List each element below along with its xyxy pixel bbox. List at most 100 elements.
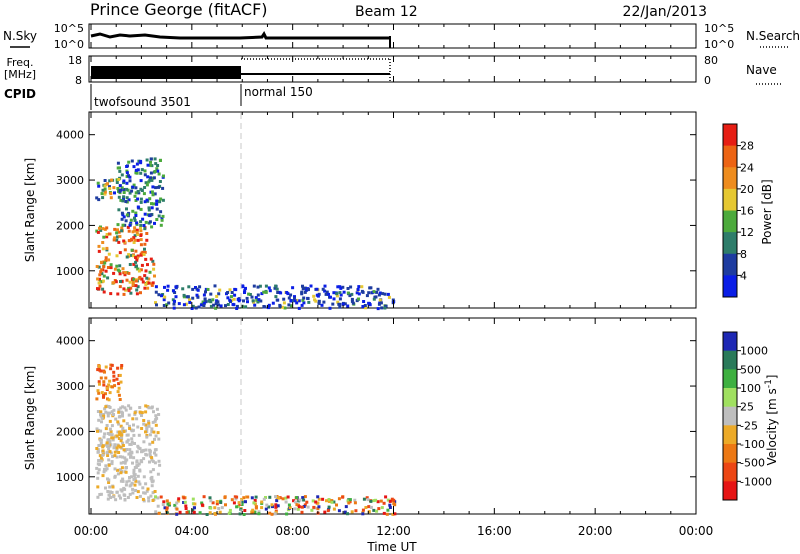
scatter-cell <box>204 287 208 291</box>
scatter-cell <box>160 217 164 220</box>
scatter-cell <box>144 269 148 273</box>
scatter-cell <box>246 300 249 304</box>
power-colorbar: 28 24 20 16 12 8 4 <box>722 123 754 298</box>
scatter-cell <box>159 197 163 201</box>
scatter-cell <box>172 306 176 310</box>
scatter-cell <box>316 495 320 499</box>
scatter-cell <box>147 419 151 423</box>
scatter-cell <box>215 502 219 506</box>
scatter-cell <box>133 234 137 238</box>
scatter-cell <box>188 301 192 304</box>
cpid-label: CPID <box>4 87 36 101</box>
scatter-cell <box>139 243 143 247</box>
colorbar-segment <box>723 481 737 501</box>
scatter-cell <box>130 475 134 479</box>
scatter-cell <box>139 223 143 227</box>
scatter-cell <box>135 292 139 296</box>
scatter-cell <box>96 389 100 393</box>
scatter-cell <box>150 283 154 287</box>
scatter-cell <box>147 180 151 184</box>
scatter-cell <box>312 294 316 298</box>
scatter-cell <box>181 287 185 291</box>
scatter-cell <box>165 499 169 503</box>
scatter-cell <box>302 505 306 508</box>
scatter-cell <box>139 207 143 211</box>
scatter-cell <box>118 373 122 377</box>
scatter-cell <box>144 410 148 414</box>
scatter-cell <box>149 257 153 261</box>
scatter-cell <box>277 496 281 500</box>
scatter-cell <box>120 173 124 177</box>
scatter-cell <box>103 192 107 196</box>
scatter-cell <box>295 496 299 500</box>
scatter-cell <box>194 286 197 289</box>
scatter-cell <box>128 448 132 452</box>
scatter-cell <box>270 512 274 516</box>
scatter-cell <box>154 285 158 289</box>
y-tick-label: 3000 <box>56 380 84 393</box>
scatter-cell <box>95 265 99 268</box>
scatter-cell <box>106 490 110 493</box>
scatter-cell <box>254 296 258 300</box>
scatter-cell <box>119 410 123 414</box>
scatter-cell <box>134 168 138 172</box>
scatter-cell <box>190 307 194 310</box>
scatter-cell <box>129 442 133 446</box>
scatter-cell <box>323 510 327 514</box>
scatter-cell <box>157 413 161 416</box>
scatter-cell <box>97 391 101 395</box>
scatter-cell <box>327 505 331 509</box>
scatter-cell <box>154 423 158 427</box>
scatter-cell <box>294 500 297 504</box>
scatter-cell <box>135 221 139 225</box>
scatter-cell <box>291 286 295 290</box>
scatter-cell <box>143 247 146 251</box>
scatter-cell <box>154 434 158 438</box>
scatter-cell <box>281 305 284 309</box>
scatter-cell <box>131 230 135 234</box>
scatter-cell <box>297 505 301 509</box>
scatter-cell <box>335 292 339 296</box>
scatter-cell <box>139 179 143 183</box>
scatter-cell <box>98 493 102 496</box>
scatter-cell <box>150 427 154 431</box>
scatter-cell <box>122 460 126 464</box>
scatter-cell <box>127 198 131 202</box>
scatter-cell <box>116 223 120 227</box>
scatter-cell <box>226 296 230 300</box>
scatter-cell <box>176 499 180 503</box>
scatter-cell <box>119 439 123 443</box>
scatter-cell <box>213 512 217 515</box>
scatter-cell <box>163 506 167 510</box>
freq-frame <box>88 55 697 83</box>
nave-tick-bottom: 0 <box>704 74 711 87</box>
scatter-cell <box>175 507 179 511</box>
scatter-cell <box>307 287 310 291</box>
scatter-cell <box>338 285 342 289</box>
scatter-cell <box>122 292 126 296</box>
scatter-cell <box>119 280 122 283</box>
scatter-cell <box>337 497 341 501</box>
freq-panel: Freq. [MHz] 18 8 80 0 Nave <box>4 54 782 87</box>
scatter-cell <box>215 294 219 298</box>
scatter-cell <box>131 487 135 491</box>
scatter-cell <box>114 417 118 421</box>
scatter-cell <box>187 510 191 514</box>
scatter-cell <box>144 220 148 224</box>
scatter-cell <box>102 383 106 387</box>
scatter-cell <box>306 505 310 509</box>
scatter-cell <box>150 164 154 168</box>
scatter-cell <box>103 187 107 191</box>
scatter-cell <box>244 500 247 504</box>
scatter-cell <box>130 159 134 163</box>
scatter-cell <box>183 500 187 504</box>
scatter-cell <box>97 380 101 384</box>
scatter-cell <box>153 461 157 465</box>
scatter-cell <box>96 495 100 499</box>
scatter-cell <box>177 302 181 306</box>
scatter-cell <box>316 507 320 511</box>
scatter-cell <box>101 247 105 251</box>
scatter-cell <box>142 419 146 422</box>
scatter-cell <box>109 266 113 270</box>
colorbar-tick-label: 100 <box>740 382 761 395</box>
